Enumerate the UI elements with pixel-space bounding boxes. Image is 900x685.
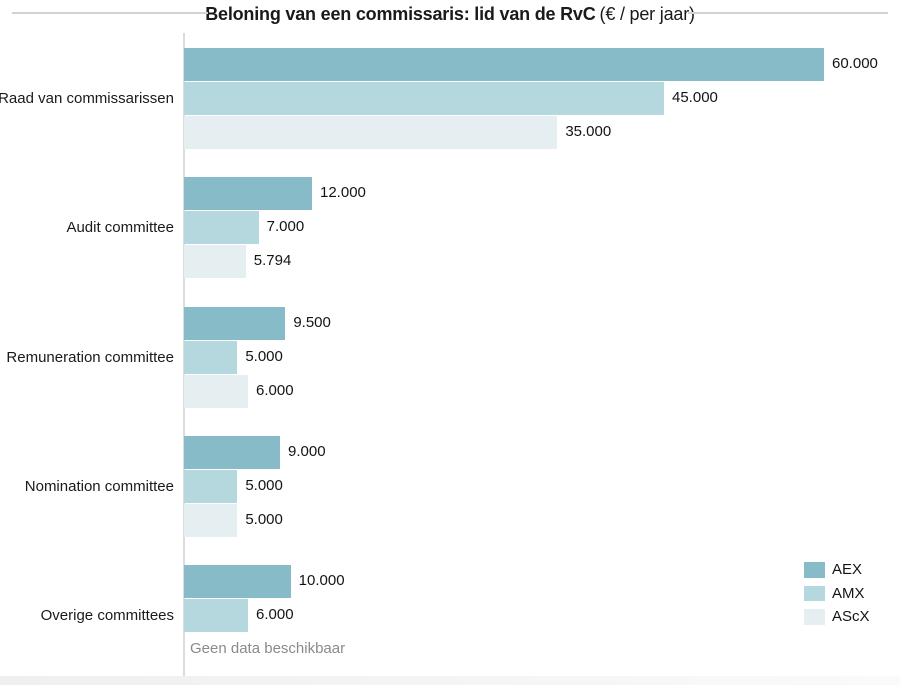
bar-value-label: 5.000	[245, 477, 283, 494]
bar-ascx	[184, 116, 558, 149]
bar-value-label: 9.500	[293, 314, 331, 331]
bar-ascx	[184, 375, 248, 408]
chart-title-unit: (€ / per jaar)	[599, 4, 695, 24]
bar-value-label: 5.000	[245, 511, 283, 528]
bar-amx	[184, 211, 259, 244]
bar-aex	[184, 307, 286, 340]
title-divider-right	[688, 12, 888, 14]
legend-item-ascx: AScX	[804, 609, 870, 625]
bar-value-label: 10.000	[298, 572, 345, 589]
bar-value-label: 6.000	[256, 606, 294, 623]
category-label: Remuneration committee	[6, 348, 174, 366]
bar-aex	[184, 48, 824, 81]
bar-value-label: 5.794	[253, 252, 292, 269]
legend-swatch-amx	[804, 585, 825, 601]
chart-title-main: Beloning van een commissaris: lid van de…	[205, 4, 596, 24]
legend-item-amx: AMX	[804, 584, 870, 602]
legend-label-amx: AMX	[832, 584, 865, 602]
legend-item-aex: AEX	[804, 562, 870, 578]
bar-ascx	[184, 504, 238, 537]
title-divider-left	[12, 12, 208, 14]
legend-swatch-aex	[804, 562, 825, 578]
bottom-divider-strip	[0, 676, 900, 685]
no-data-label: Geen data beschikbaar	[190, 640, 346, 657]
bar-aex	[184, 177, 312, 210]
bar-value-label: 6.000	[256, 382, 294, 399]
bar-value-label: 35.000	[565, 123, 612, 140]
bar-value-label: 7.000	[266, 218, 305, 235]
bar-value-label: 60.000	[832, 55, 878, 72]
bar-value-label: 12.000	[320, 184, 366, 201]
bar-amx	[184, 341, 238, 374]
legend-label-ascx: AScX	[832, 608, 870, 626]
chart-title: Beloning van een commissaris: lid van de…	[0, 4, 900, 25]
bar-aex	[184, 565, 291, 598]
legend: AEX AMX AScX	[804, 562, 870, 625]
bar-amx	[184, 599, 248, 632]
bar-value-label: 45.000	[672, 89, 718, 106]
bar-value-label: 9.000	[288, 443, 326, 460]
bar-value-label: 5.000	[245, 348, 283, 365]
category-label: Raad van commissarissen	[0, 89, 174, 107]
bar-aex	[184, 436, 280, 469]
legend-label-aex: AEX	[832, 561, 863, 579]
legend-swatch-ascx	[804, 609, 825, 625]
bar-amx	[184, 470, 238, 503]
category-label: Overige committees	[40, 606, 174, 624]
bar-ascx	[184, 245, 246, 278]
bar-amx	[184, 82, 664, 115]
category-label: Audit committee	[66, 218, 174, 236]
category-label: Nomination committee	[24, 477, 174, 495]
